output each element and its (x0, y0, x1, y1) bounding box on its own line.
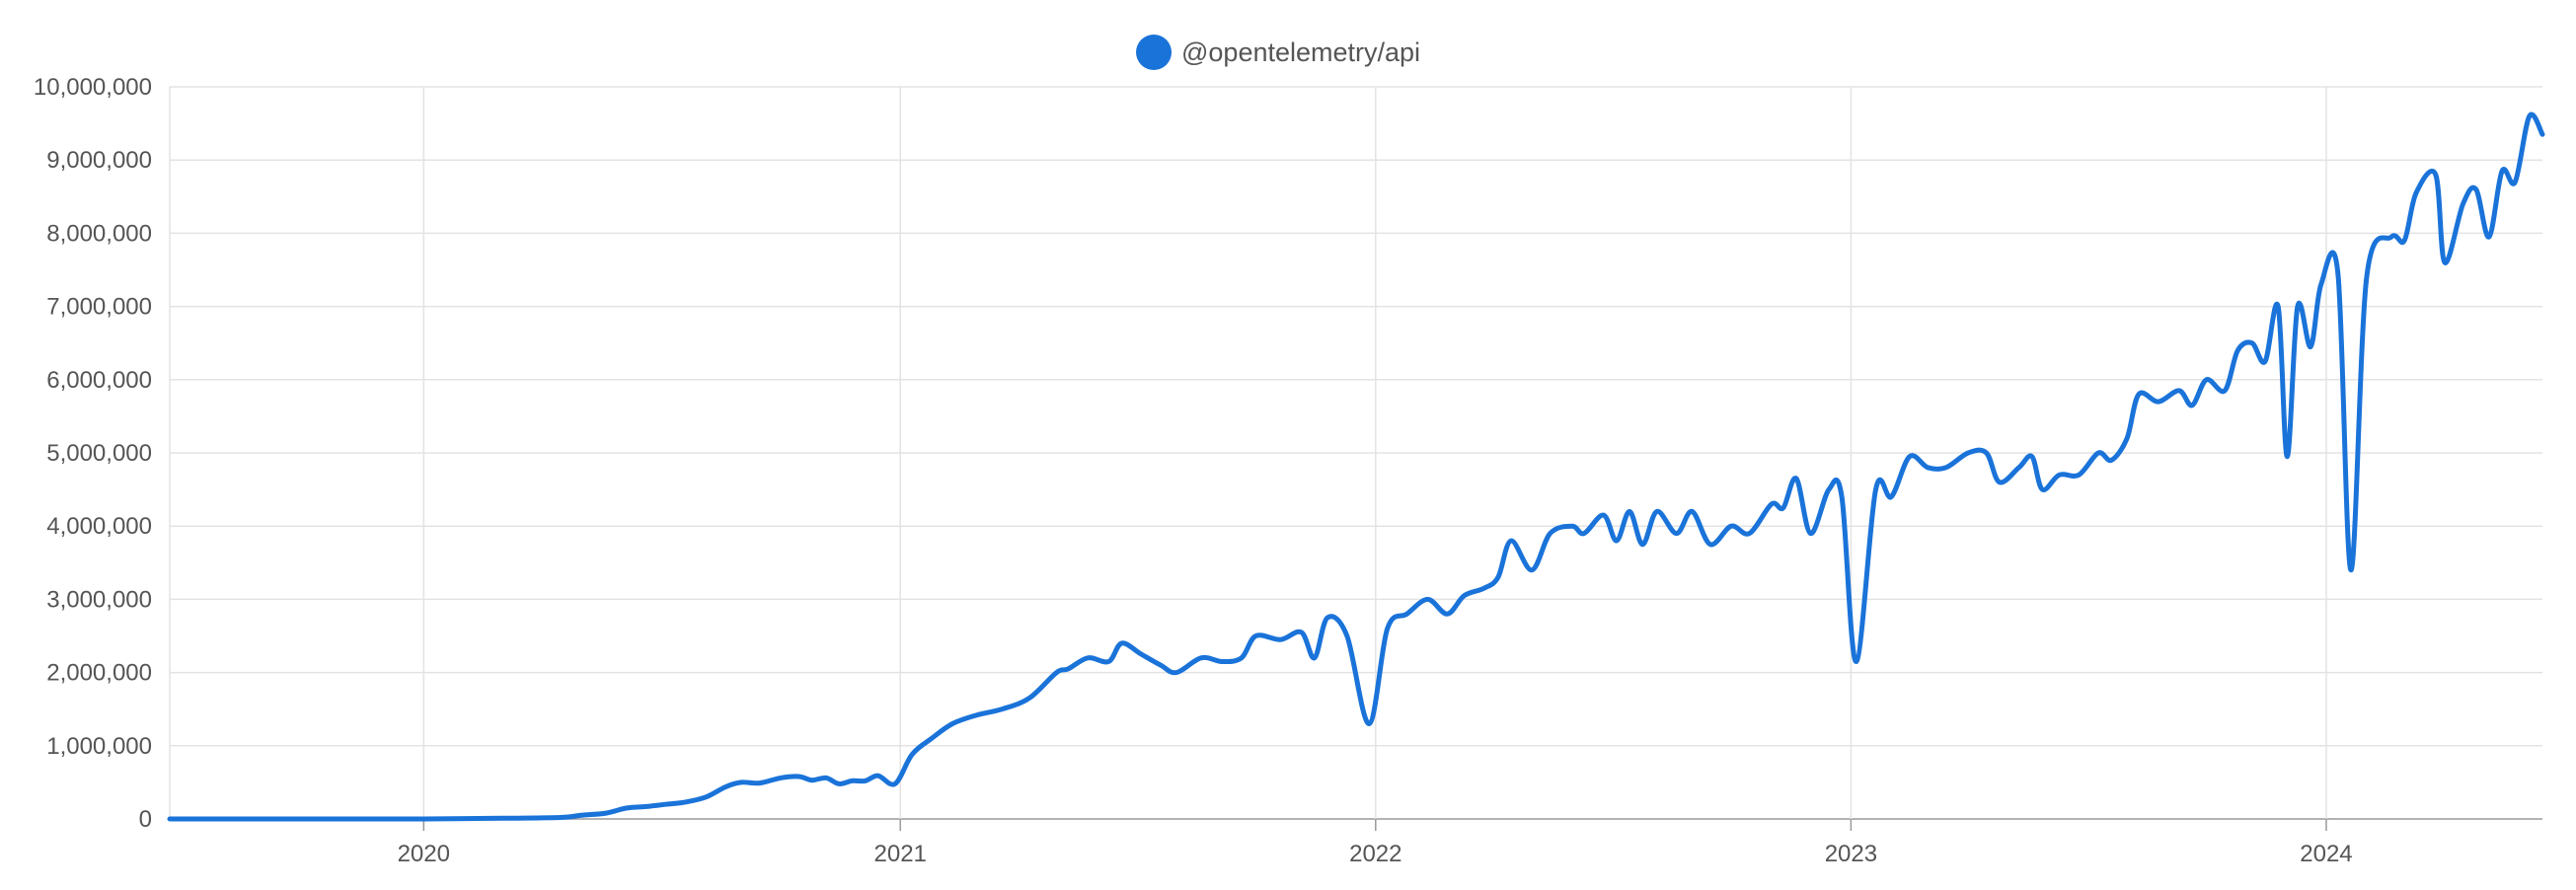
x-tick-label: 2023 (1825, 841, 1877, 867)
y-tick-label: 8,000,000 (46, 220, 152, 247)
legend-label[interactable]: @opentelemetry/api (1181, 37, 1420, 67)
x-tick-label: 2020 (398, 841, 450, 867)
x-axis: 2020 2021 2022 2023 2024 (398, 819, 2353, 867)
y-tick-label: 10,000,000 (34, 74, 152, 101)
y-tick-label: 0 (139, 806, 152, 833)
y-tick-label: 7,000,000 (46, 294, 152, 321)
y-tick-label: 6,000,000 (46, 367, 152, 394)
legend[interactable]: @opentelemetry/api (1136, 35, 1420, 70)
x-tick-label: 2021 (874, 841, 927, 867)
legend-swatch-circle[interactable] (1136, 35, 1172, 70)
x-tick-label: 2024 (2300, 841, 2352, 867)
y-tick-label: 1,000,000 (46, 733, 152, 760)
y-tick-label: 5,000,000 (46, 440, 152, 467)
y-tick-label: 4,000,000 (46, 513, 152, 540)
grid (169, 86, 2542, 820)
y-tick-label: 3,000,000 (46, 586, 152, 613)
y-axis: 0 1,000,000 2,000,000 3,000,000 4,000,000 5,0… (34, 74, 152, 833)
x-tick-label: 2022 (1349, 841, 1402, 867)
series-line[interactable] (167, 111, 2545, 822)
y-tick-label: 2,000,000 (46, 660, 152, 687)
series-layer (167, 111, 2545, 822)
y-tick-label: 9,000,000 (46, 147, 152, 174)
